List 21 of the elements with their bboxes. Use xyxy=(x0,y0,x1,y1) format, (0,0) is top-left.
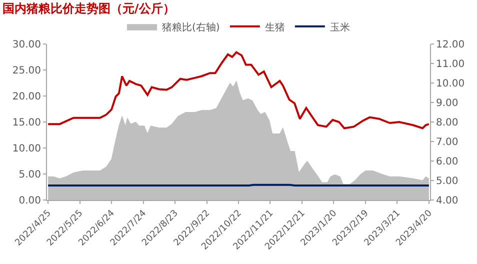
y2-tick-label: 4.00 xyxy=(436,196,458,206)
y2-tick-label: 11.00 xyxy=(436,59,465,70)
line-series xyxy=(47,51,430,130)
legend-label: 猪粮比(右轴) xyxy=(162,21,220,34)
y-tick-label: 15.00 xyxy=(12,118,41,128)
y-tick-label: 0.00 xyxy=(18,196,41,206)
legend-label: 玉米 xyxy=(330,21,350,34)
y-tick-label: 5.00 xyxy=(18,170,41,180)
y-tick-label: 30.00 xyxy=(12,40,41,50)
y2-tick-label: 6.00 xyxy=(436,156,458,168)
y2-tick-label: 9.00 xyxy=(436,98,458,109)
y2-tick-label: 5.00 xyxy=(436,176,458,187)
y2-tick-label: 12.00 xyxy=(436,40,465,50)
y2-tick-label: 10.00 xyxy=(436,78,465,90)
chart-title: 国内猪粮比价走势图（元/公斤） xyxy=(2,1,175,16)
y-tick-label: 10.00 xyxy=(12,144,41,154)
y-tick-label: 25.00 xyxy=(12,66,41,76)
legend-label: 生猪 xyxy=(264,21,285,34)
y2-tick-label: 8.00 xyxy=(436,118,458,128)
y2-tick-label: 7.00 xyxy=(436,137,458,148)
y-tick-label: 20.00 xyxy=(12,92,41,102)
